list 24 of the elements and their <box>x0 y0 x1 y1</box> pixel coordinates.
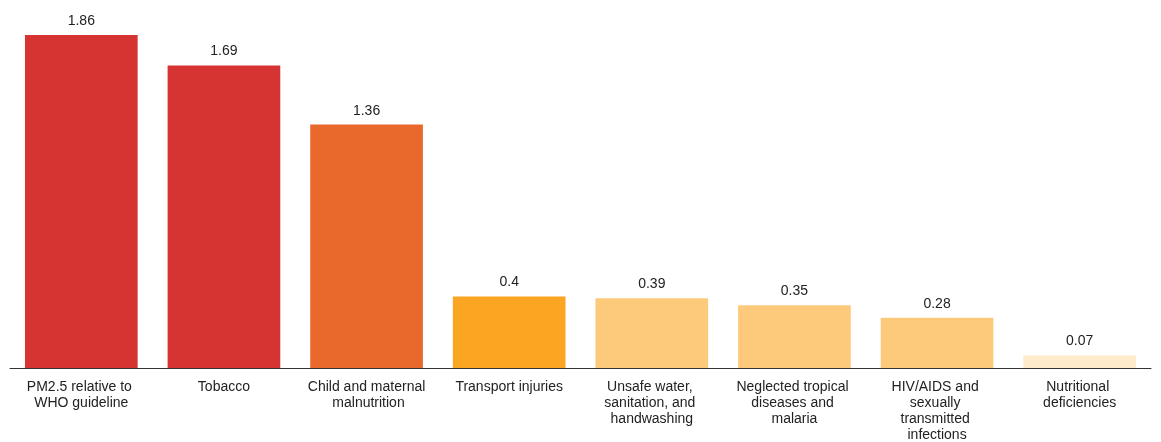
x-tick-label: Child and maternal malnutrition <box>307 378 426 410</box>
bar <box>452 296 566 368</box>
data-label: 1.36 <box>352 101 381 118</box>
bar <box>1023 355 1137 368</box>
x-tick-label: Transport injuries <box>455 378 564 394</box>
x-tick-label: PM2.5 relative to WHO guideline <box>26 378 136 410</box>
data-label: 0.39 <box>638 275 666 292</box>
data-label: 0.28 <box>923 294 951 311</box>
bar <box>24 35 138 368</box>
x-tick-label: Tobacco <box>197 378 251 394</box>
bar <box>310 124 423 368</box>
x-tick-label: Neglected tropical diseases and malaria <box>736 378 853 426</box>
bar <box>167 65 281 368</box>
data-label: 0.4 <box>499 273 520 290</box>
bar <box>738 305 851 368</box>
x-tick-label: Unsafe water, sanitation, and handwashing <box>604 378 700 426</box>
data-label: 1.69 <box>210 42 238 59</box>
bar <box>595 298 709 368</box>
x-tick-label: Nutritional deficiencies <box>1043 378 1117 410</box>
bar <box>880 317 994 368</box>
data-label: 0.35 <box>780 282 809 299</box>
data-label: 1.86 <box>67 12 96 28</box>
data-label: 0.07 <box>1066 332 1094 349</box>
x-tick-label: HIV/AIDS and sexually transmitted infections <box>891 378 983 442</box>
